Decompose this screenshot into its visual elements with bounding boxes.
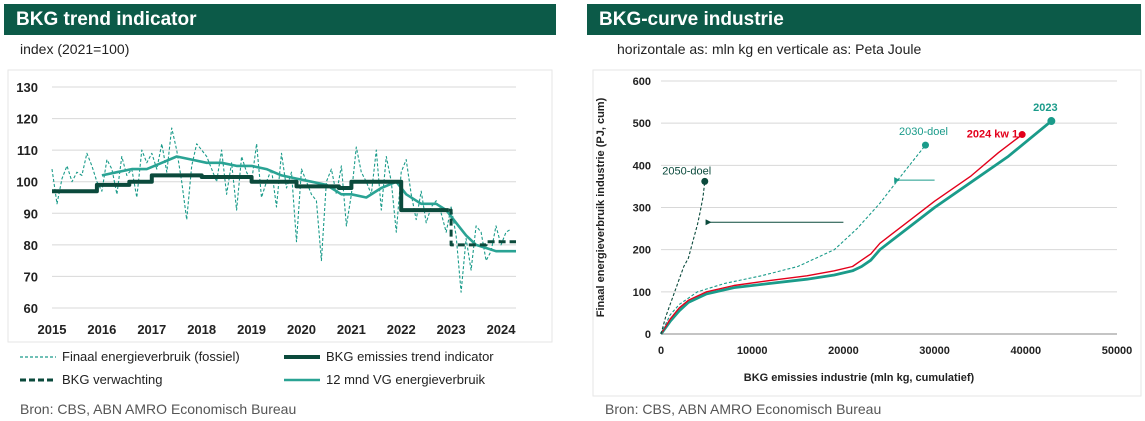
y-tick-label: 500 [633, 118, 651, 130]
y-tick-label: 400 [633, 160, 651, 172]
annotation-label: 2024 kw 1 [967, 129, 1018, 141]
annotation-label: 2030-doel [899, 126, 948, 138]
x-tick-label: 2023 [437, 322, 466, 337]
y-tick-label: 100 [633, 287, 651, 299]
right-chart-source: Bron: CBS, ABN AMRO Economisch Bureau [605, 401, 882, 417]
y-tick-label: 200 [633, 245, 651, 257]
legend-swatch-thin-dashed [20, 356, 56, 358]
legend-swatch-solid [284, 378, 320, 382]
left-chart-panel: BKG trend indicator index (2021=100) 60 7… [0, 0, 560, 421]
legend-label: 12 mnd VG energieverbruik [326, 372, 485, 387]
y-tick-label: 60 [24, 301, 38, 316]
y-tick-label: 90 [24, 206, 38, 221]
x-tick-label: 2018 [187, 322, 216, 337]
x-tick-label: 30000 [919, 345, 950, 357]
x-tick-label: 2016 [87, 322, 116, 337]
series-line-1 [52, 173, 449, 213]
left-chart-title: BKG trend indicator [4, 4, 556, 35]
legend-label: BKG verwachting [62, 372, 163, 387]
x-tick-label: 2021 [337, 322, 366, 337]
right-chart-title: BKG-curve industrie [587, 4, 1141, 35]
endpoint-marker [921, 141, 929, 149]
plot-frame [7, 69, 553, 343]
legend-swatch-thick-solid [284, 355, 320, 359]
legend-label: BKG emissies trend indicator [326, 349, 494, 364]
series-line-3 [660, 181, 706, 335]
x-tick-label: 2024 [487, 322, 517, 337]
x-tick-label: 40000 [1011, 345, 1042, 357]
y-tick-label: 600 [633, 76, 651, 88]
series-line-3 [101, 155, 516, 253]
annotation-label: 2023 [1033, 102, 1057, 114]
x-tick-label: 0 [658, 345, 664, 357]
x-tick-label: 2020 [287, 322, 316, 337]
endpoint-marker [1047, 117, 1056, 126]
left-chart-source: Bron: CBS, ABN AMRO Economisch Bureau [20, 401, 297, 417]
endpoint-marker [1018, 131, 1026, 139]
series-line-0 [659, 120, 1053, 335]
y-tick-label: 80 [24, 238, 38, 253]
y-tick-label: 100 [16, 175, 38, 190]
series-line-0 [51, 127, 512, 293]
series-line-2 [660, 144, 926, 335]
endpoint-marker [701, 177, 709, 185]
legend-swatch-thick-dashed [20, 378, 56, 382]
y-tick-label: 110 [17, 143, 38, 158]
left-chart-subtitle: index (2021=100) [20, 41, 130, 57]
series-line-1 [660, 134, 1023, 335]
x-axis-label: BKG emissies industrie (mln kg, cumulati… [744, 372, 975, 384]
x-tick-label: 10000 [737, 345, 768, 357]
right-chart-panel: BKG-curve industrie horizontale as: mln … [587, 0, 1145, 421]
x-tick-label: 2015 [38, 322, 67, 337]
y-tick-label: 0 [645, 329, 651, 341]
legend-label: Finaal energieverbruik (fossiel) [62, 349, 240, 364]
right-chart-plot: 0 100 200 300 400 500 600 0 10000 20000 30000 40000… [592, 69, 1142, 397]
x-tick-label: 2017 [137, 322, 166, 337]
y-tick-label: 70 [24, 269, 38, 284]
left-chart-plot: 60 70 80 90 100 110 120 130 2015 2016 2017 2018 2019… [7, 69, 553, 343]
x-tick-label: 2022 [387, 322, 416, 337]
y-tick-label: 120 [16, 112, 38, 127]
x-tick-label: 2019 [237, 322, 266, 337]
x-tick-label: 50000 [1102, 345, 1133, 357]
plot-frame [592, 69, 1142, 397]
y-axis-label: Finaal energieverbruik industrie (PJ, cu… [595, 97, 607, 317]
annotation-label: 2050-doel [662, 165, 711, 177]
x-tick-label: 20000 [828, 345, 859, 357]
y-tick-label: 300 [633, 203, 651, 215]
y-tick-label: 130 [16, 80, 38, 95]
right-chart-subtitle: horizontale as: mln kg en verticale as: … [617, 41, 922, 57]
series-line-2 [448, 208, 516, 247]
